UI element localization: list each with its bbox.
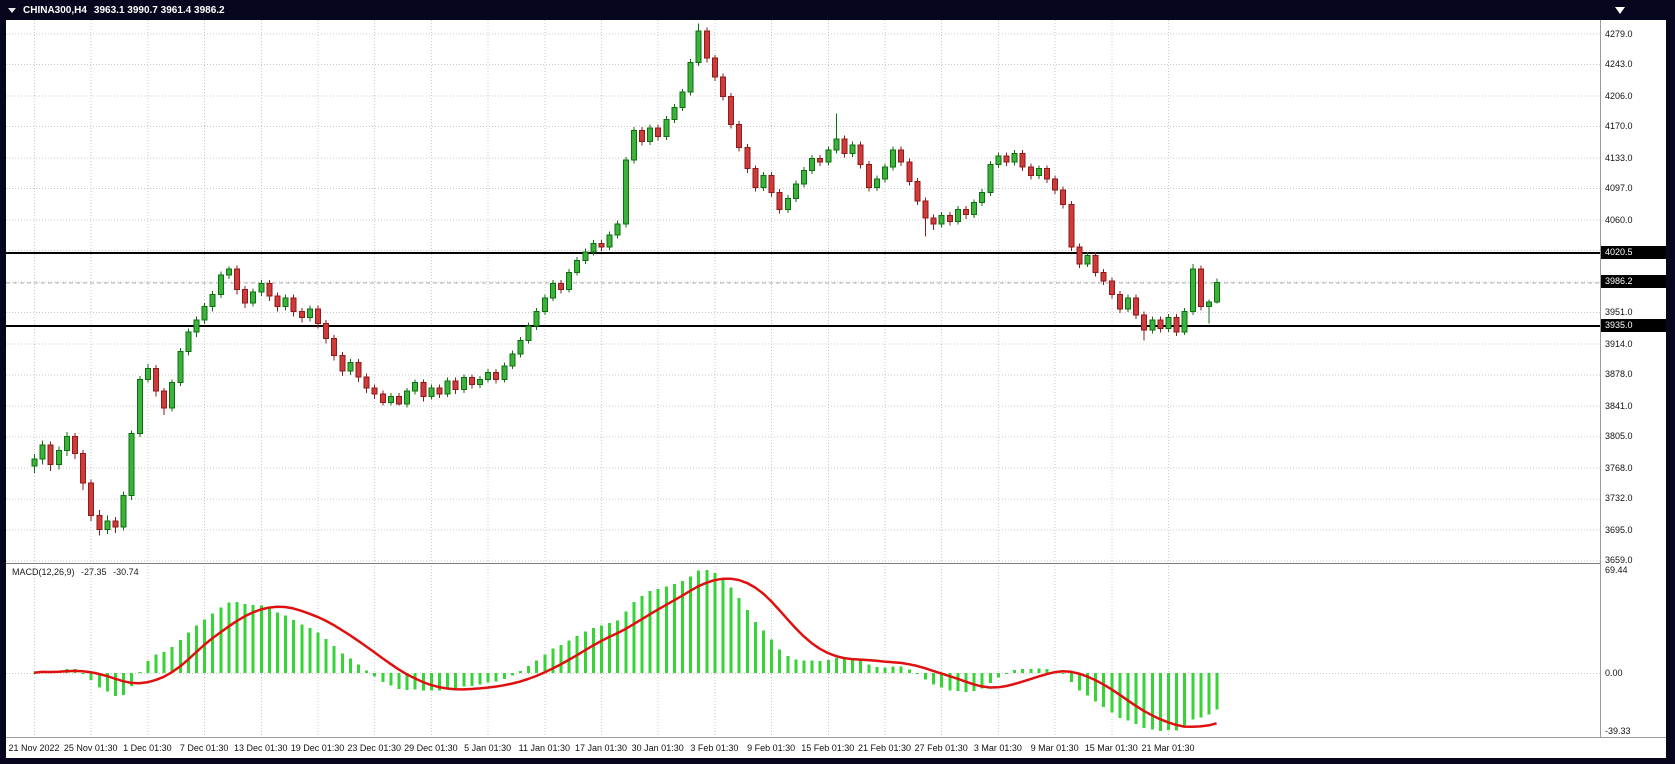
time-axis-label: 7 Dec 01:30	[179, 743, 229, 753]
price-axis-label: 4170.0	[1605, 121, 1633, 132]
macd-axis-label: 0.00	[1605, 667, 1623, 678]
time-axis-label: 21 Feb 01:30	[857, 743, 912, 753]
time-axis-label: 9 Mar 01:30	[1030, 743, 1079, 753]
time-axis-label: 9 Feb 01:30	[747, 743, 796, 753]
time-axis-label: 23 Dec 01:30	[347, 743, 401, 753]
price-axis-label: 3878.0	[1605, 369, 1633, 380]
time-axis-label: 29 Dec 01:30	[404, 743, 458, 753]
time-axis-label: 17 Jan 01:30	[574, 743, 628, 753]
price-level-badge: 4020.5	[1601, 246, 1666, 260]
price-axis-label: 3914.0	[1605, 338, 1633, 349]
indicator-name: MACD(12,26,9)	[12, 567, 75, 577]
price-axis-label: 4133.0	[1605, 152, 1633, 163]
price-axis-label: 3841.0	[1605, 400, 1633, 411]
indicator-signal-value: -30.74	[113, 567, 139, 577]
indicator-caption: MACD(12,26,9) -27.35 -30.74	[12, 567, 139, 577]
price-axis-label: 3805.0	[1605, 431, 1633, 442]
chart-shift-marker-icon	[1615, 7, 1625, 14]
symbol-dropdown-icon[interactable]	[8, 7, 16, 13]
symbol-timeframe-label: CHINA300,H4	[23, 4, 87, 16]
price-level-badge: 3935.0	[1601, 318, 1666, 332]
time-axis-label: 5 Jan 01:30	[464, 743, 512, 753]
time-axis[interactable]: 21 Nov 2022 25 Nov 01:30 1 Dec 01:30 7 Dec …	[6, 737, 1666, 758]
price-axis-label: 3659.0	[1605, 555, 1633, 566]
price-axis-label: 4279.0	[1605, 28, 1633, 39]
time-axis-label: 19 Dec 01:30	[290, 743, 345, 753]
time-axis-label: 21 Mar 01:30	[1141, 743, 1195, 753]
time-axis-label: 25 Nov 01:30	[63, 743, 118, 753]
chart-title-bar: CHINA300,H4 3963.1 3990.7 3961.4 3986.2	[0, 0, 1675, 20]
time-axis-label: 3 Feb 01:30	[690, 743, 739, 753]
price-axis-label: 4206.0	[1605, 90, 1633, 101]
time-axis-label: 1 Dec 01:30	[123, 743, 172, 753]
chart-plot-area[interactable]: MACD(12,26,9) -27.35 -30.74	[6, 20, 1600, 737]
time-axis-label: 15 Feb 01:30	[801, 743, 855, 753]
price-axis-label: 3732.0	[1605, 493, 1633, 504]
ohlc-readout: 3963.1 3990.7 3961.4 3986.2	[93, 4, 225, 16]
time-axis-label: 15 Mar 01:30	[1084, 743, 1138, 753]
price-axis-label: 3768.0	[1605, 462, 1633, 473]
price-axis-label: 3951.0	[1605, 307, 1633, 318]
price-axis-label: 4097.0	[1605, 183, 1633, 194]
time-axis-label: 11 Jan 01:30	[518, 743, 570, 753]
time-axis-label: 3 Mar 01:30	[973, 743, 1022, 753]
time-axis-label: 13 Dec 01:30	[234, 743, 288, 753]
macd-axis-label: -39.33	[1605, 726, 1631, 736]
time-axis-label: 21 Nov 2022	[8, 743, 60, 753]
indicator-main-value: -27.35	[81, 567, 107, 577]
current-price-badge: 3986.2	[1601, 275, 1666, 289]
price-axis-label: 4060.0	[1605, 214, 1633, 225]
price-axis[interactable]: 4279.0 4243.0 4206.0 4170.0 4133.0 4097.0 4060…	[1600, 20, 1666, 737]
price-axis-label: 3695.0	[1605, 524, 1633, 535]
time-axis-label: 27 Feb 01:30	[914, 743, 968, 753]
time-axis-label: 30 Jan 01:30	[631, 743, 684, 753]
price-axis-label: 4243.0	[1605, 59, 1633, 70]
macd-axis-label: 69.44	[1605, 565, 1628, 575]
chart-canvas[interactable]	[6, 20, 1600, 737]
